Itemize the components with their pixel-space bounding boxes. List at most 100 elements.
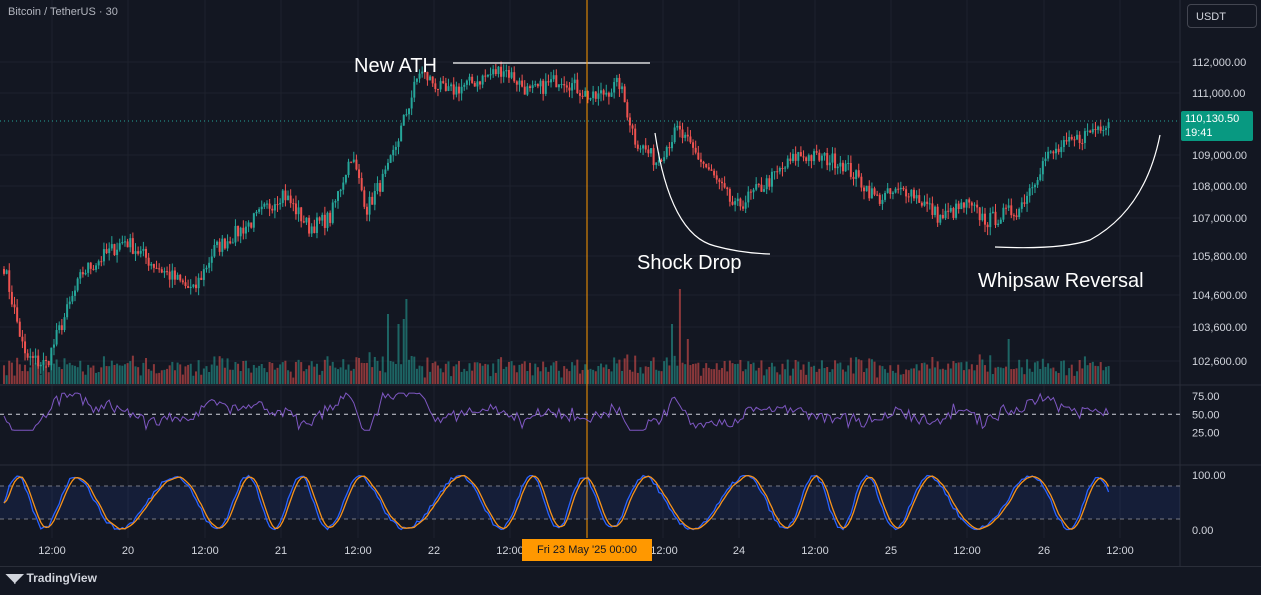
candle-body [744, 202, 747, 209]
volume-bar [820, 360, 823, 384]
volume-bar [60, 369, 63, 384]
candle-body [429, 76, 432, 81]
candle-body [58, 325, 61, 331]
candle-body [502, 71, 505, 77]
volume-bar [252, 364, 255, 384]
candle-body [865, 185, 868, 192]
candle-body [894, 188, 897, 193]
volume-bar [431, 363, 434, 384]
candle-body [45, 360, 48, 362]
volume-bar [823, 368, 826, 384]
volume-bar [807, 361, 810, 384]
candle-body [655, 162, 658, 166]
volume-bar [13, 375, 16, 384]
volume-bar [1083, 356, 1086, 384]
candle-body [231, 242, 234, 244]
candle-body [131, 238, 134, 254]
candle-body [991, 211, 994, 213]
candle-body [936, 206, 939, 223]
volume-bar [384, 372, 387, 384]
volume-bar [176, 362, 179, 384]
candle-body [137, 251, 140, 254]
candle-body [668, 147, 671, 149]
rsi-tick-label: 25.00 [1192, 428, 1220, 440]
candle-body [468, 76, 471, 81]
brand-name: TradingView [26, 571, 97, 585]
volume-bar [284, 360, 287, 384]
trading-chart[interactable]: 112,000.00 111,000.00 109,000.00 108,000.00… [0, 0, 1261, 566]
candle-body [960, 202, 963, 210]
volume-bar [863, 372, 866, 384]
volume-bar [936, 361, 939, 384]
candle-body [841, 162, 844, 172]
volume-bar [918, 370, 921, 384]
candle-body [802, 156, 805, 158]
candle-body [89, 262, 92, 269]
volume-bar [244, 360, 247, 384]
volume-bar [623, 358, 626, 384]
volume-bar [479, 363, 482, 384]
candle-body [150, 264, 153, 266]
currency-button[interactable]: USDT [1187, 4, 1257, 28]
candle-body [831, 153, 834, 163]
crosshair-time-label: Fri 23 May '25 00:00 [522, 539, 652, 561]
volume-bar [550, 365, 553, 384]
candle-body [876, 194, 879, 196]
time-axis: 12:00 20 12:00 21 12:00 22 12:00 24 12:00 25 12:00… [38, 545, 1134, 557]
candle-body [1070, 136, 1073, 140]
candle-body [797, 152, 800, 161]
volume-bar [778, 374, 781, 384]
candle-body [552, 75, 555, 80]
volume-bar [468, 363, 471, 384]
volume-bar [776, 372, 779, 384]
volume-bar [1039, 368, 1042, 384]
volume-bar [931, 357, 934, 384]
volume-bar [1047, 363, 1050, 384]
candle-body [707, 167, 710, 170]
volume-bar [1094, 365, 1097, 384]
candle-body [263, 203, 266, 207]
volume-bar [168, 365, 171, 384]
candle-body [479, 81, 482, 85]
volume-bar [294, 361, 297, 384]
candle-body [118, 243, 121, 250]
volume-bar [742, 371, 745, 384]
volume-bar [352, 368, 355, 384]
volume-bar [247, 368, 250, 384]
candle-body [1012, 215, 1015, 217]
candle-body [92, 268, 95, 270]
volume-bar [928, 368, 931, 384]
volume-bar [610, 371, 613, 384]
volume-bar [218, 356, 221, 384]
volume-bar [634, 355, 637, 384]
candle-body [189, 286, 192, 289]
candle-body [1036, 180, 1039, 185]
volume-bar [42, 363, 45, 384]
candle-body [500, 66, 503, 77]
candle-body [197, 277, 200, 289]
volume-bar [339, 367, 342, 384]
tradingview-logo[interactable]: ◥◤ TradingView [6, 571, 97, 585]
volume-bar [810, 366, 813, 384]
volume-bar [231, 369, 234, 384]
candle-body [749, 191, 752, 193]
volume-bar [189, 363, 192, 384]
candle-body [52, 344, 55, 348]
volume-bar [736, 363, 739, 384]
candle-body [986, 224, 989, 228]
volume-bar [957, 362, 960, 384]
volume-bar [500, 357, 503, 384]
volume-bar [365, 362, 368, 384]
candle-body [976, 204, 979, 208]
candle-body [187, 286, 190, 289]
candle-body [760, 184, 763, 192]
volume-bar [755, 370, 758, 384]
candle-body [510, 72, 513, 78]
candle-body [42, 360, 45, 365]
volume-bar [949, 368, 952, 384]
candle-body [121, 242, 124, 244]
candle-body [287, 195, 290, 201]
volume-bar [210, 364, 213, 384]
annotation-shock-drop: Shock Drop [637, 252, 742, 274]
volume-bar [860, 360, 863, 384]
